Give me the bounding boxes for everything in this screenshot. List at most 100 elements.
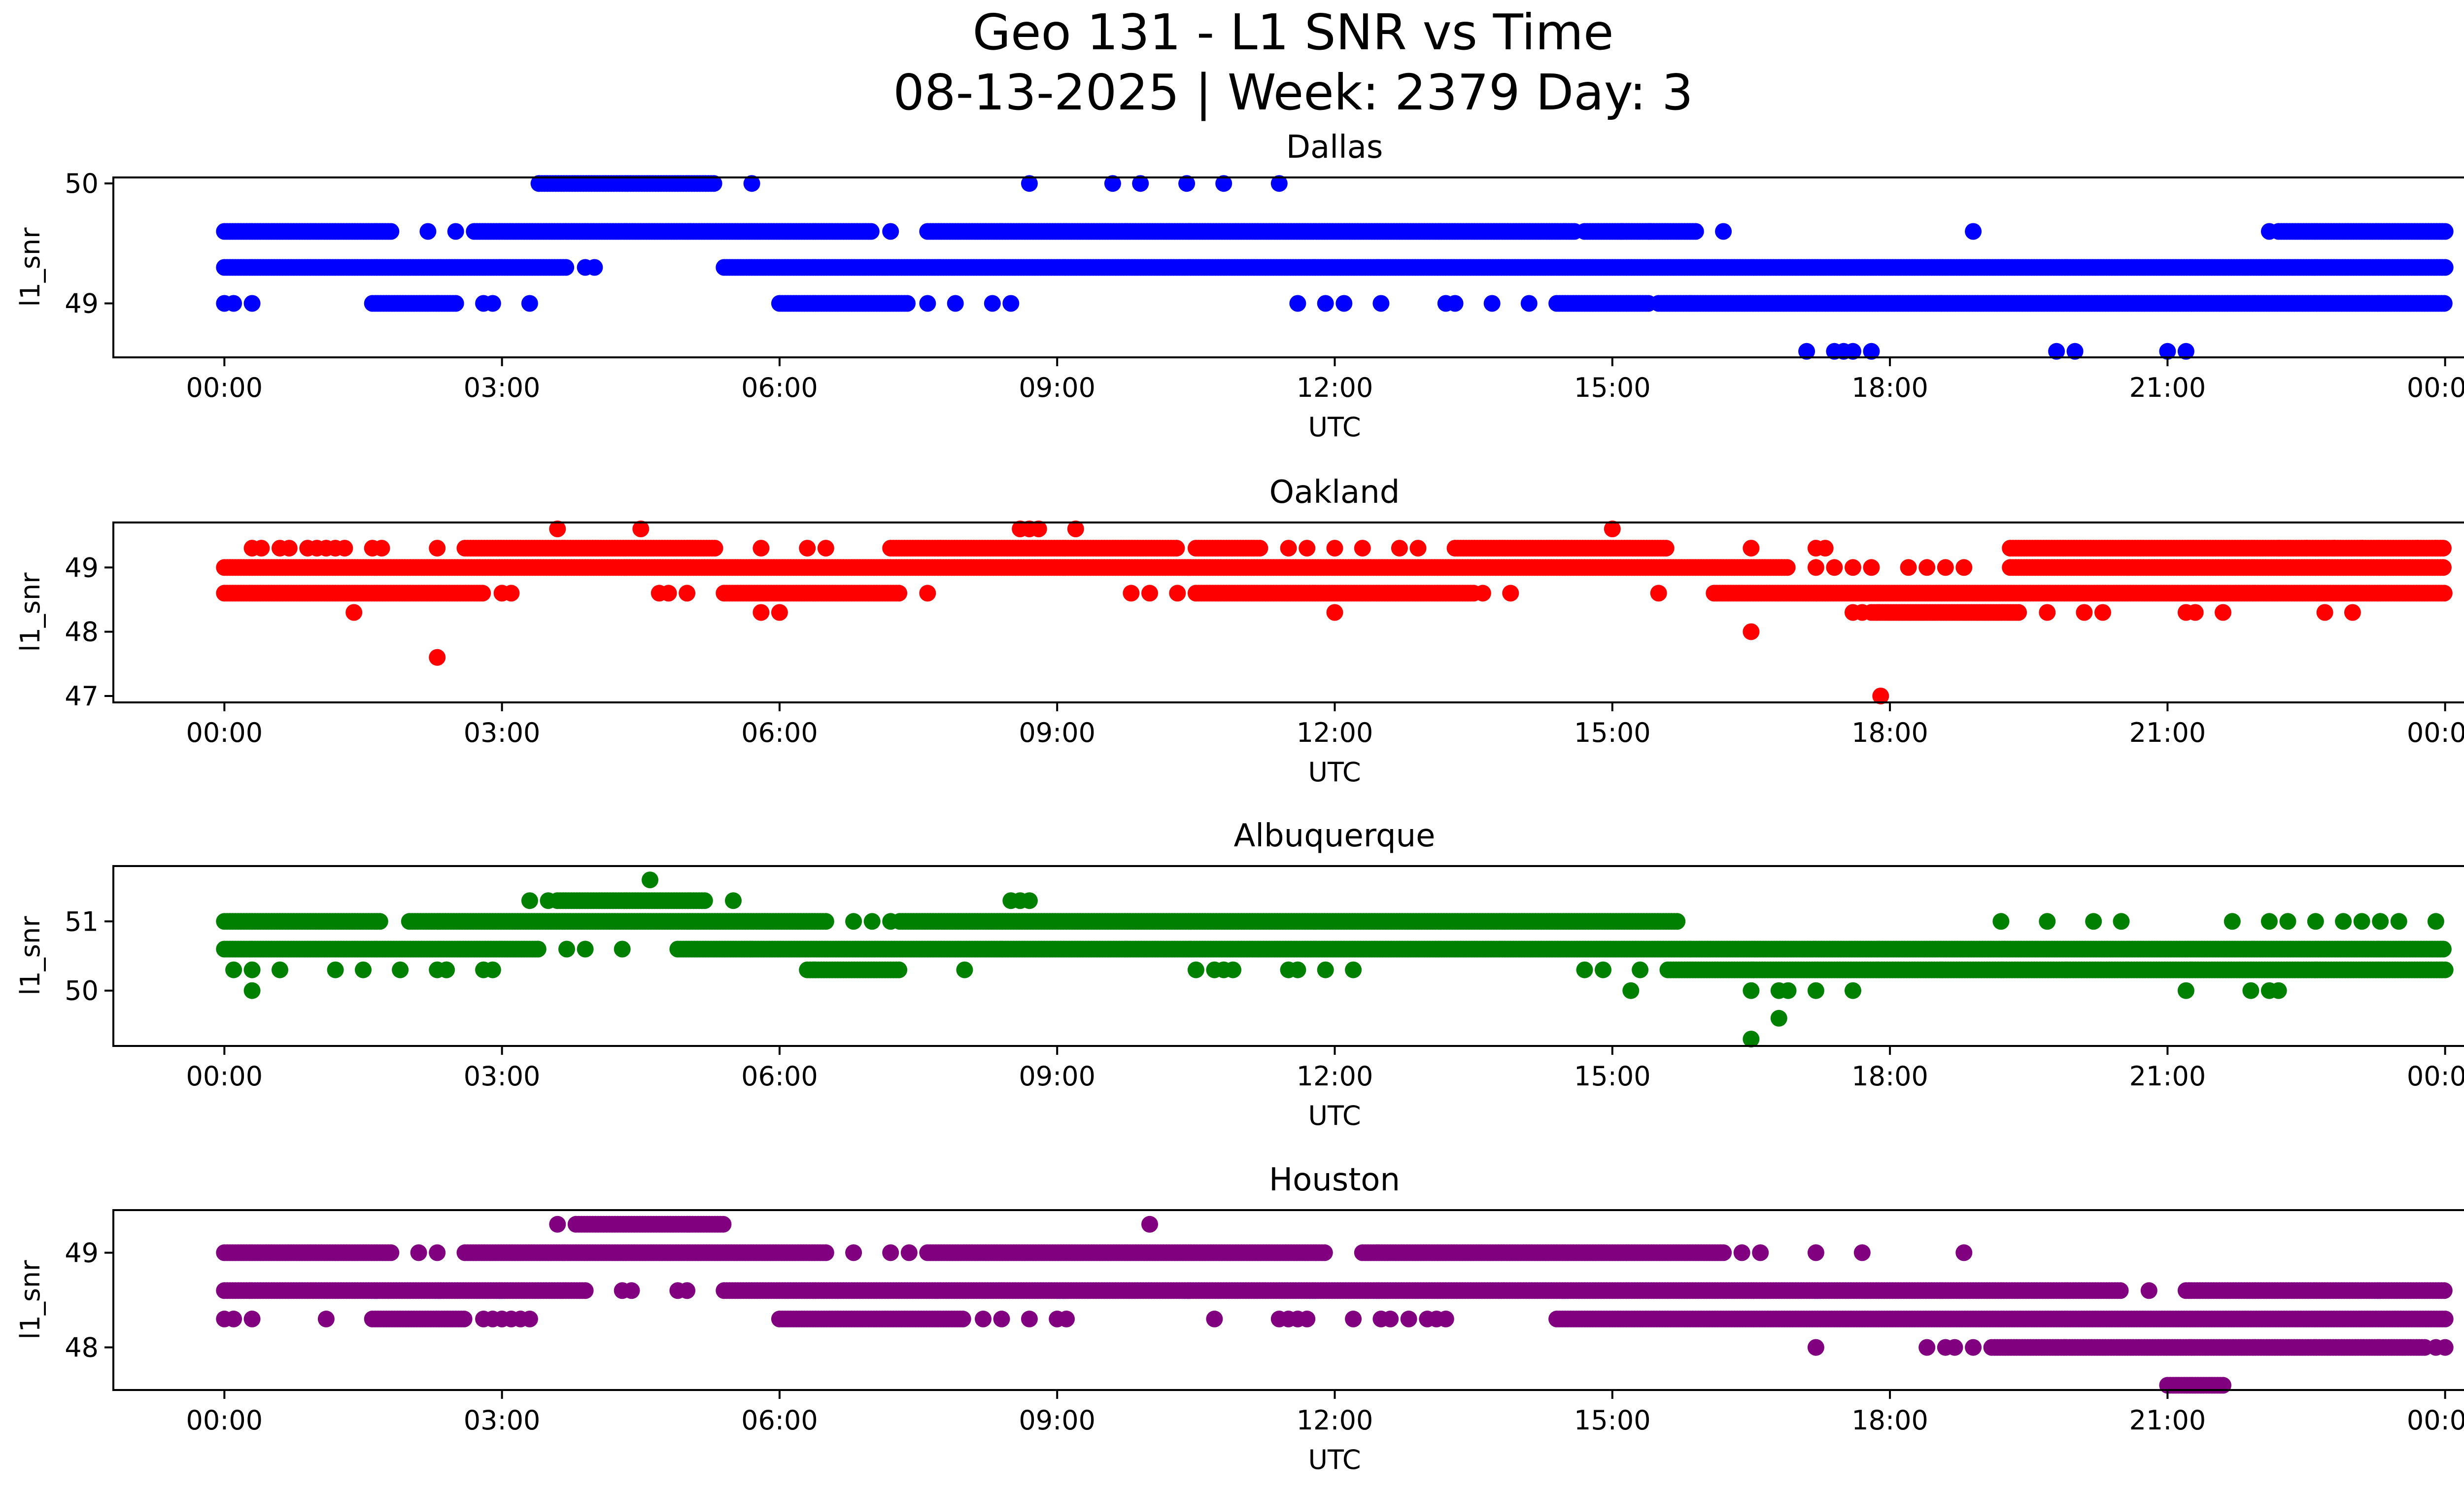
oakland-point [1657,540,1675,557]
oakland-y-tick-label: 47 [65,681,99,712]
oakland-point [1816,540,1834,557]
dallas-point [1132,175,1149,192]
oakland-point [679,585,696,602]
oakland-point [1409,540,1427,557]
oakland-point [280,540,298,557]
oakland-x-tick-label: 15:00 [1574,717,1651,748]
oakland-point [1354,540,1371,557]
oakland-point [1845,559,1861,576]
oakland-point [1391,540,1408,557]
dallas-point [947,295,964,312]
dallas-point [557,259,575,276]
oakland-point [753,540,770,557]
dallas-x-tick-label: 21:00 [2129,372,2206,403]
dallas-x-tick-label: 06:00 [741,372,818,403]
oakland-point [2409,540,2426,557]
albuquerque-point [2113,913,2130,930]
dallas-point [484,295,501,312]
dallas-point [382,223,400,240]
oakland-point [2434,559,2452,576]
oakland-point [253,540,270,557]
dallas-point [1965,223,1982,240]
oakland-point [1326,540,1343,557]
oakland-point [429,649,446,666]
dallas-point [1613,223,1630,240]
oakland-x-tick-label: 06:00 [741,717,818,748]
subplot-title-albuquerque: Albuquerque [1233,818,1435,854]
albuquerque-point [371,913,388,930]
dallas-point [1104,175,1121,192]
dallas-point [882,223,899,240]
dallas-x-tick-label: 12:00 [1297,372,1373,403]
figure-title-line1: Geo 131 - L1 SNR vs Time [973,3,1614,61]
oakland-x-tick-label: 18:00 [1851,717,1928,748]
oakland-point [1169,585,1186,602]
oakland-point [2187,604,2204,621]
dallas-point [1215,175,1232,192]
oakland-point [1650,585,1667,602]
oakland-x-tick-label: 03:00 [464,717,541,748]
albuquerque-point [2085,913,2102,930]
oakland-x-tick-label: 12:00 [1297,717,1373,748]
y-axis-label-oakland: l1_snr [15,572,46,652]
oakland-point [1474,585,1491,602]
dallas-point [743,175,760,192]
albuquerque-point [817,913,834,930]
dallas-point [225,295,242,312]
oakland-point [1918,559,1936,576]
albuquerque-point [1992,913,2010,930]
oakland-point [2215,604,2231,621]
x-axis-label-oakland: UTC [1308,757,1361,788]
albuquerque-point [1669,913,1686,930]
albuquerque-point [863,913,881,930]
dallas-x-tick-label: 03:00 [464,372,541,403]
oakland-point [2298,540,2315,557]
oakland-point [771,604,788,621]
albuquerque-point [882,913,899,930]
oakland-point [890,585,908,602]
oakland-point [1743,623,1760,640]
dallas-point [1317,295,1334,312]
oakland-point [2270,540,2287,557]
oakland-point [753,604,770,621]
oakland-point [2326,540,2343,557]
oakland-point [429,540,446,557]
albuquerque-point [696,892,713,909]
oakland-point [2010,604,2027,621]
oakland-point [660,585,677,602]
oakland-point [474,585,491,602]
oakland-point [1955,559,1973,576]
subplot-title-oakland: Oakland [1269,474,1400,511]
albuquerque-point [2260,913,2278,930]
oakland-point [706,540,723,557]
dallas-point [243,295,261,312]
dallas-point [586,259,603,276]
albuquerque-point [725,892,742,909]
dallas-point [1446,295,1464,312]
oakland-point [1251,540,1268,557]
oakland-point [919,585,936,602]
albuquerque-point [845,913,862,930]
albuquerque-point [2335,913,2352,930]
oakland-x-tick-label: 09:00 [1019,717,1095,748]
dallas-point [447,295,464,312]
subplot-title-dallas: Dallas [1286,129,1383,166]
oakland-point [1123,585,1140,602]
oakland-point [1141,585,1158,602]
dallas-x-tick-label: 15:00 [1574,372,1651,403]
albuquerque-point [2307,913,2324,930]
dallas-point [984,295,1001,312]
oakland-point [1299,540,1316,557]
oakland-point [503,585,520,602]
dallas-point [1178,175,1196,192]
albuquerque-point [2224,913,2241,930]
oakland-point [1779,559,1796,576]
dallas-point [1520,295,1538,312]
dallas-x-tick-label: 00:00 [186,372,263,403]
dallas-x-tick-label: 18:00 [1851,372,1928,403]
oakland-point [2094,604,2111,621]
dallas-point [1372,295,1390,312]
albuquerque-point [2427,913,2444,930]
dallas-point [2260,223,2278,240]
dallas-y-tick-label: 49 [65,288,99,319]
